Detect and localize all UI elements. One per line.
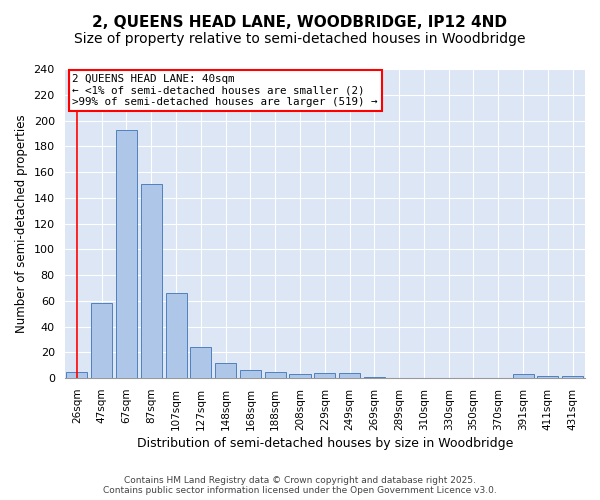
X-axis label: Distribution of semi-detached houses by size in Woodbridge: Distribution of semi-detached houses by … <box>137 437 513 450</box>
Text: Size of property relative to semi-detached houses in Woodbridge: Size of property relative to semi-detach… <box>74 32 526 46</box>
Bar <box>91 304 112 378</box>
Bar <box>289 374 311 378</box>
Bar <box>190 348 211 378</box>
Bar <box>364 377 385 378</box>
Bar <box>562 376 583 378</box>
Bar <box>537 376 559 378</box>
Bar <box>314 373 335 378</box>
Bar <box>240 370 261 378</box>
Text: 2 QUEENS HEAD LANE: 40sqm
← <1% of semi-detached houses are smaller (2)
>99% of : 2 QUEENS HEAD LANE: 40sqm ← <1% of semi-… <box>73 74 378 107</box>
Text: Contains HM Land Registry data © Crown copyright and database right 2025.
Contai: Contains HM Land Registry data © Crown c… <box>103 476 497 495</box>
Bar <box>265 372 286 378</box>
Bar <box>141 184 162 378</box>
Bar <box>116 130 137 378</box>
Bar <box>339 373 360 378</box>
Text: 2, QUEENS HEAD LANE, WOODBRIDGE, IP12 4ND: 2, QUEENS HEAD LANE, WOODBRIDGE, IP12 4N… <box>92 15 508 30</box>
Bar <box>215 362 236 378</box>
Bar <box>512 374 533 378</box>
Bar <box>67 372 88 378</box>
Bar <box>166 293 187 378</box>
Y-axis label: Number of semi-detached properties: Number of semi-detached properties <box>15 114 28 333</box>
